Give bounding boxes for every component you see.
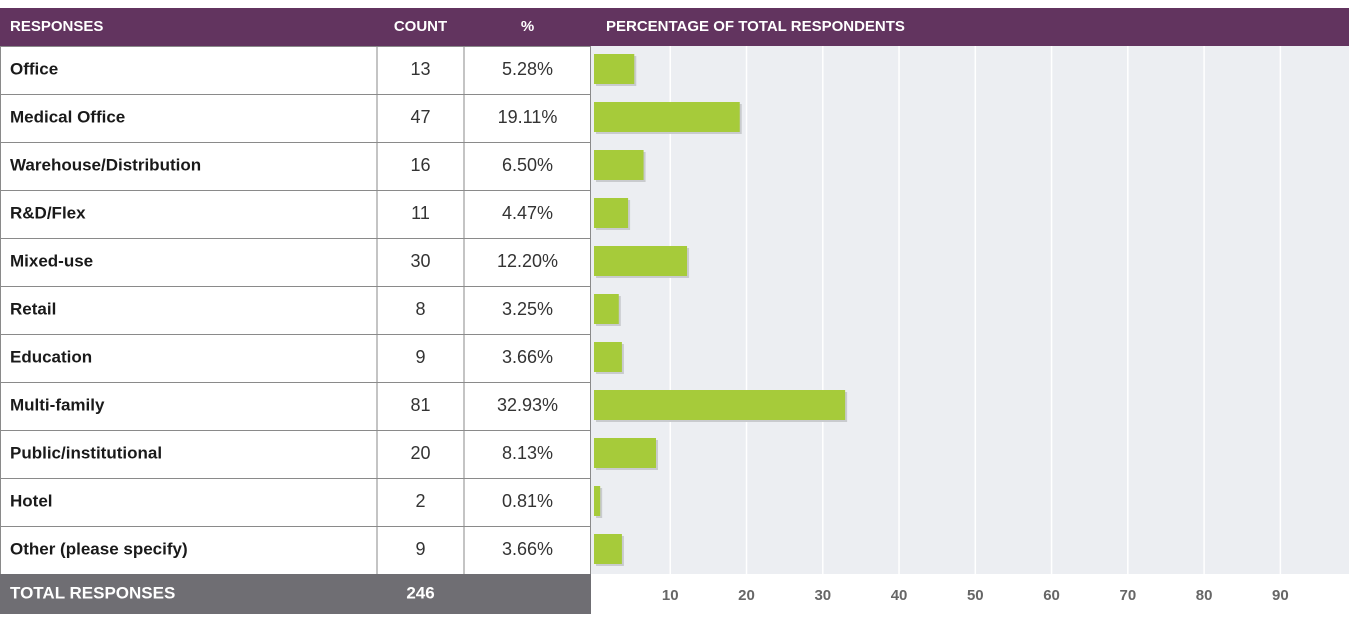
bar — [594, 150, 644, 180]
column-header: PERCENTAGE OF TOTAL RESPONDENTS — [606, 18, 905, 35]
bar — [594, 534, 622, 564]
percent: 3.25% — [502, 299, 553, 319]
category-label: Other (please specify) — [10, 539, 188, 558]
column-header: % — [521, 18, 534, 35]
bar — [594, 342, 622, 372]
bar — [594, 246, 688, 276]
percent: 6.50% — [502, 155, 553, 175]
x-tick-label: 10 — [662, 587, 679, 604]
category-label: Multi-family — [10, 395, 105, 414]
header-bar — [0, 8, 1349, 46]
row-cell — [0, 526, 591, 575]
count: 47 — [410, 107, 430, 127]
row-cell — [0, 334, 591, 383]
row-cell — [0, 238, 591, 287]
column-header: RESPONSES — [10, 18, 103, 35]
percent: 0.81% — [502, 491, 553, 511]
total-bar — [0, 574, 591, 614]
category-label: Mixed-use — [10, 251, 93, 270]
bar — [594, 198, 629, 228]
category-label: R&D/Flex — [10, 203, 86, 222]
row-cell — [0, 286, 591, 335]
category-label: Hotel — [10, 491, 53, 510]
count: 16 — [410, 155, 430, 175]
count: 30 — [410, 251, 430, 271]
percent: 4.47% — [502, 203, 553, 223]
percent: 32.93% — [497, 395, 558, 415]
category-label: Medical Office — [10, 107, 125, 126]
row-cell — [0, 46, 591, 95]
category-label: Public/institutional — [10, 443, 162, 462]
percent: 8.13% — [502, 443, 553, 463]
count: 9 — [415, 347, 425, 367]
percent: 19.11% — [498, 107, 558, 127]
percent: 12.20% — [497, 251, 558, 271]
percent: 3.66% — [502, 347, 553, 367]
bar — [594, 390, 846, 420]
x-tick-label: 50 — [967, 587, 984, 604]
row-cell — [0, 94, 591, 143]
column-header: COUNT — [394, 18, 447, 35]
count: 11 — [411, 203, 430, 223]
percent: 3.66% — [502, 539, 553, 559]
count: 81 — [410, 395, 430, 415]
x-tick-label: 20 — [738, 587, 755, 604]
percent: 5.28% — [502, 59, 553, 79]
x-tick-label: 30 — [814, 587, 831, 604]
row-cell — [0, 430, 591, 479]
count: 8 — [415, 299, 425, 319]
bar — [594, 102, 740, 132]
count: 2 — [415, 491, 425, 511]
x-tick-label: 90 — [1272, 587, 1289, 604]
category-label: Office — [10, 59, 58, 78]
total-label: TOTAL RESPONSES — [10, 583, 175, 602]
count: 20 — [410, 443, 430, 463]
total-count: 246 — [406, 583, 434, 602]
x-tick-label: 40 — [891, 587, 908, 604]
bar — [594, 54, 635, 84]
x-tick-label: 70 — [1119, 587, 1136, 604]
category-label: Warehouse/Distribution — [10, 155, 201, 174]
x-tick-label: 60 — [1043, 587, 1060, 604]
bar — [594, 486, 601, 516]
row-cell — [0, 382, 591, 431]
category-label: Education — [10, 347, 92, 366]
x-tick-label: 80 — [1196, 587, 1213, 604]
bar — [594, 294, 619, 324]
category-label: Retail — [10, 299, 56, 318]
row-cell — [0, 190, 591, 239]
count: 13 — [410, 59, 430, 79]
count: 9 — [415, 539, 425, 559]
bar — [594, 438, 657, 468]
